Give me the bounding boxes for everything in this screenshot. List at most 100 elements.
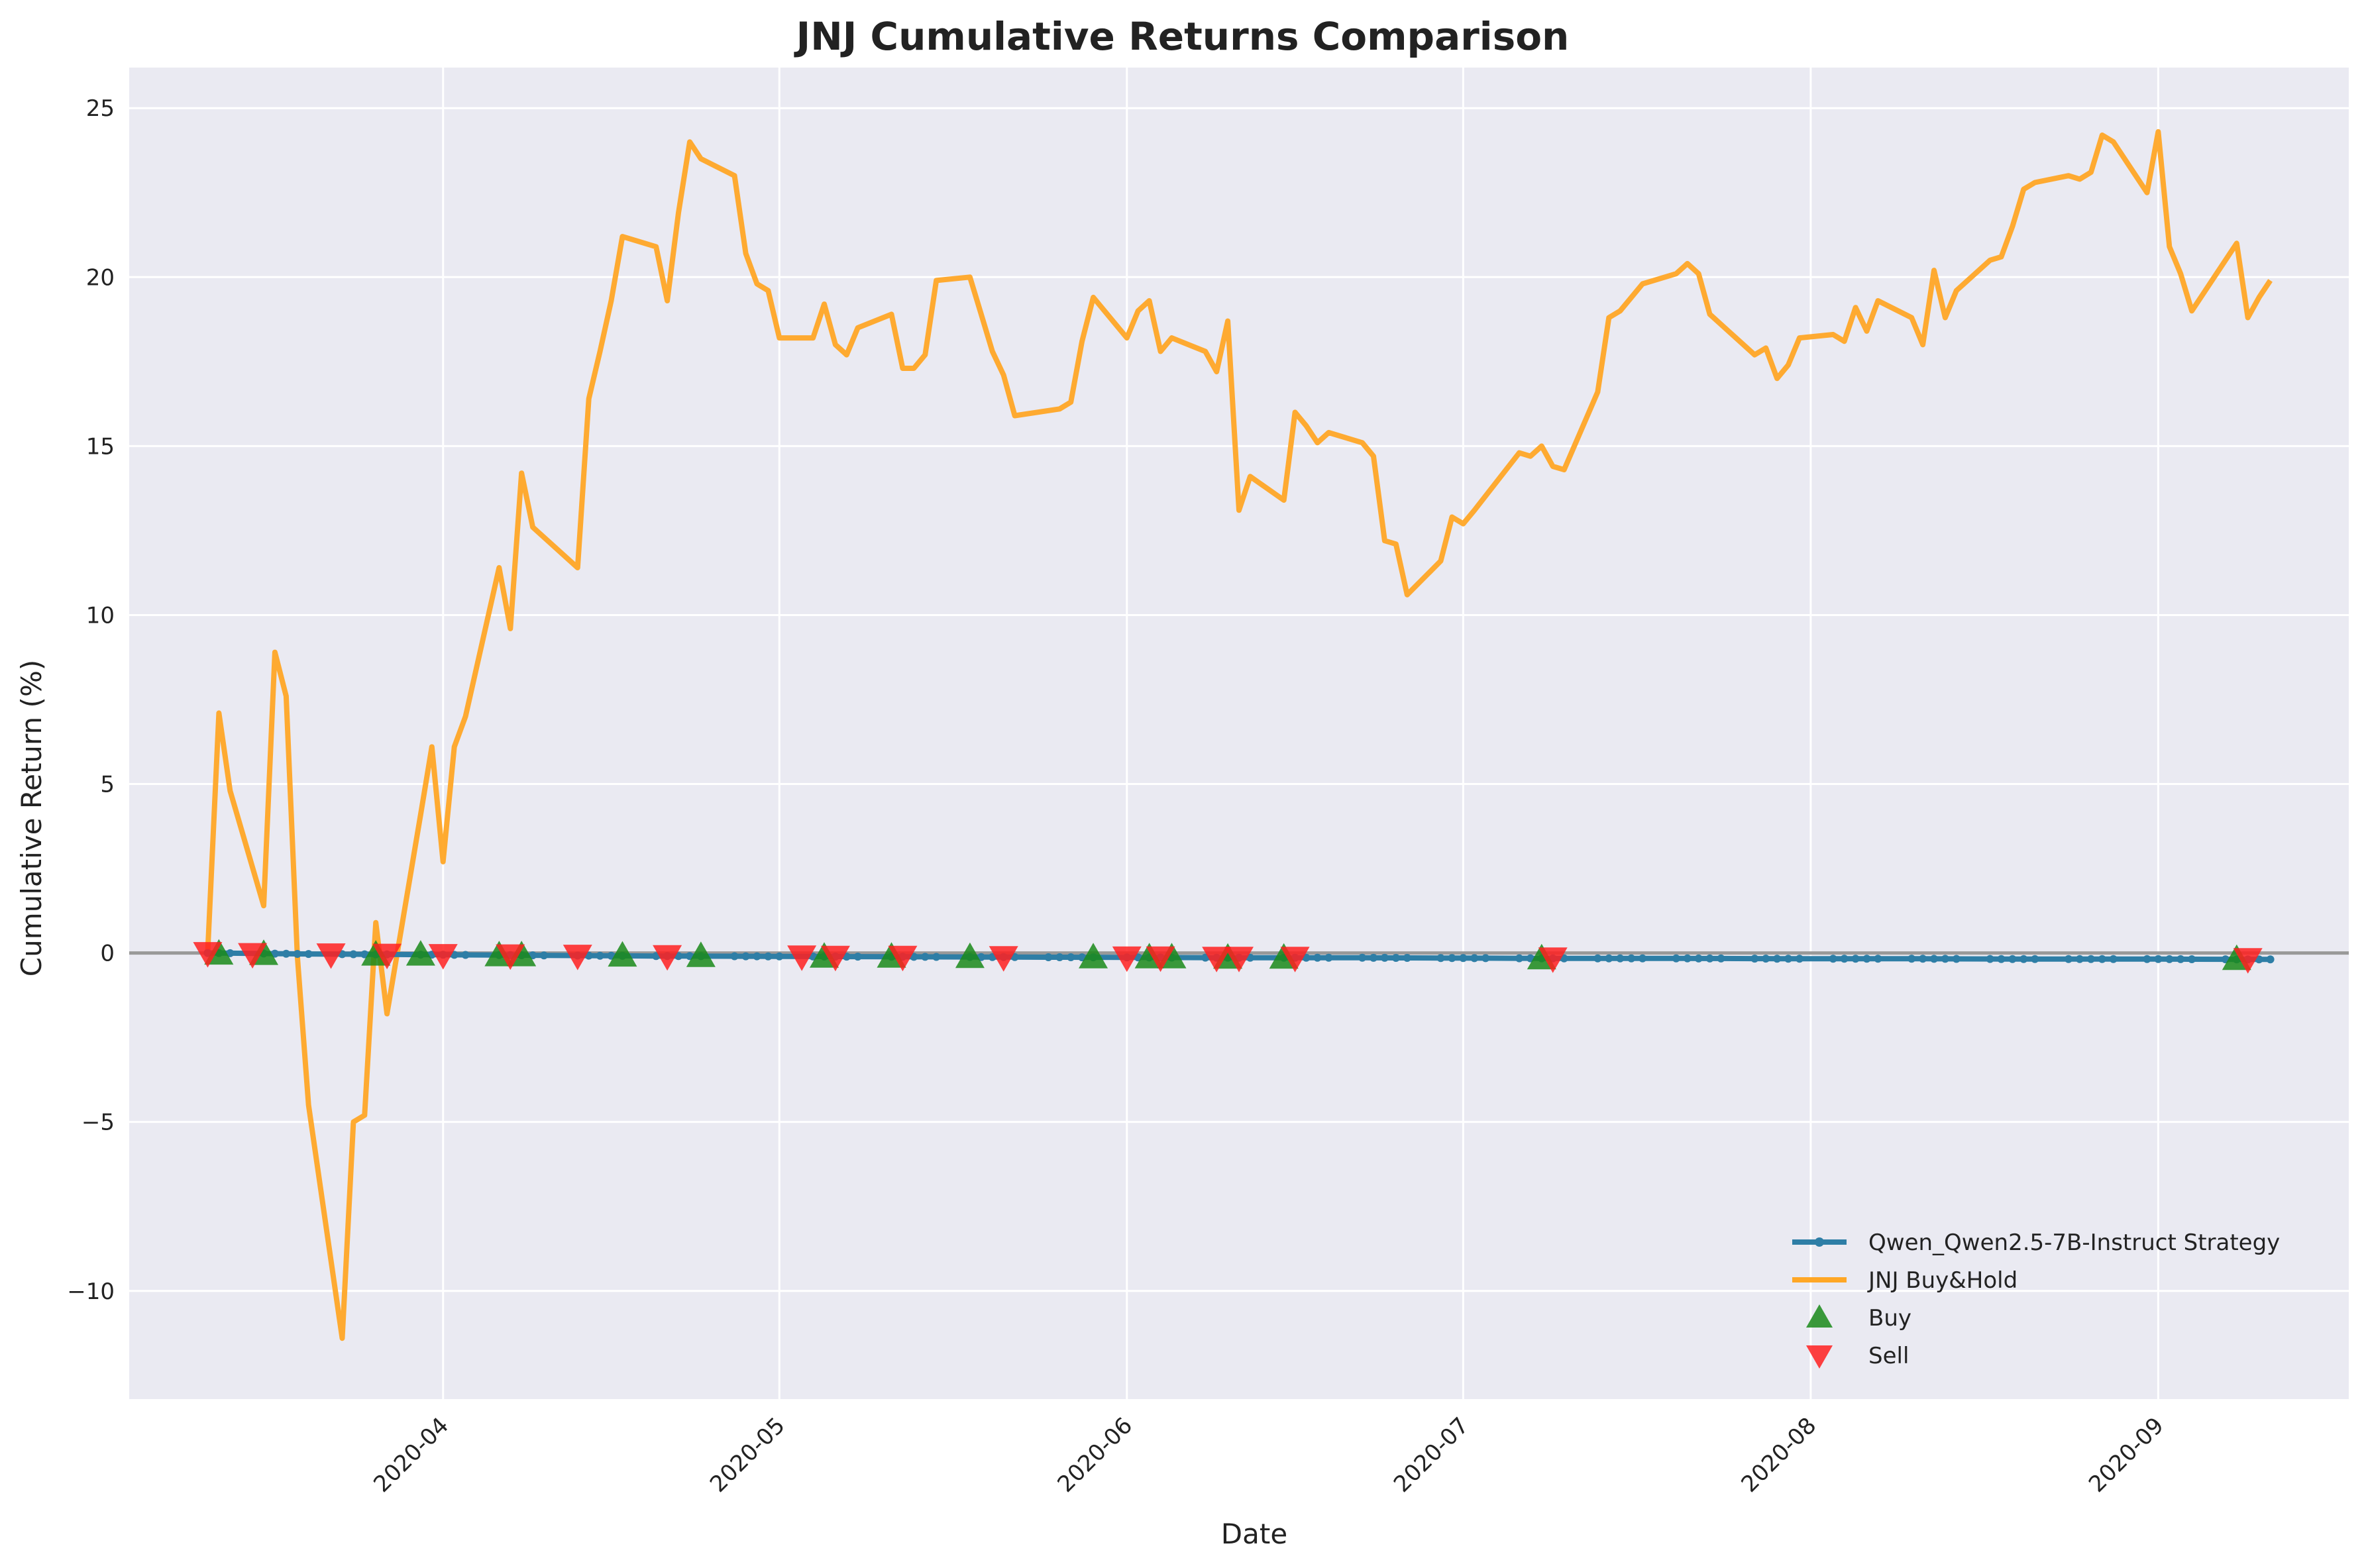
- x-tick-label: 2020-06: [1052, 1412, 1138, 1498]
- strategy-point: [1403, 954, 1411, 962]
- strategy-point: [1829, 955, 1837, 963]
- legend-label: Qwen_Qwen2.5-7B-Instruct Strategy: [1868, 1229, 2280, 1256]
- legend-swatch-dot: [1815, 1237, 1824, 1247]
- strategy-point: [540, 951, 548, 960]
- sell-marker: [1280, 947, 1310, 972]
- x-axis-ticks: 2020-04 2020-05 2020-06 2020-07 2020-08 2020-…: [368, 1412, 2169, 1498]
- strategy-point: [282, 949, 290, 958]
- strategy-point: [1358, 953, 1367, 962]
- strategy-point: [1952, 955, 1961, 963]
- series-line-buyhold: [205, 129, 2273, 1341]
- strategy-point: [349, 950, 358, 959]
- sell-marker: [1146, 946, 1175, 972]
- strategy-point: [1796, 955, 1803, 963]
- strategy-point: [1908, 955, 1916, 963]
- sell-marker: [653, 945, 682, 971]
- strategy-point: [1055, 953, 1064, 961]
- strategy-point: [226, 949, 235, 957]
- strategy-point: [2031, 955, 2039, 963]
- strategy-point: [1605, 954, 1613, 963]
- marker-layer: [193, 939, 2263, 974]
- x-tick-label: 2020-08: [1737, 1412, 1822, 1498]
- sell-marker: [428, 944, 458, 970]
- strategy-point: [1683, 954, 1692, 963]
- y-axis-label: Cumulative Return (%): [15, 660, 48, 976]
- plot-area: [129, 68, 2349, 1399]
- strategy-point: [1750, 955, 1759, 963]
- y-tick-label: 20: [86, 264, 115, 291]
- grid-lines: [129, 68, 2349, 1399]
- strategy-point: [293, 950, 301, 958]
- strategy-point: [2143, 955, 2151, 963]
- strategy-point: [2165, 955, 2174, 963]
- strategy-point: [461, 951, 470, 959]
- strategy-point: [1639, 954, 1647, 963]
- strategy-point: [1067, 953, 1075, 961]
- buy-marker: [405, 940, 435, 966]
- y-tick-label: −10: [67, 1279, 115, 1305]
- strategy-point: [2177, 955, 2185, 963]
- sell-marker: [193, 942, 223, 968]
- strategy-point: [1784, 955, 1792, 963]
- legend: Qwen_Qwen2.5-7B-Instruct Strategy JNJ Buy…: [1792, 1229, 2280, 1369]
- sell-marker: [989, 946, 1018, 972]
- strategy-point: [1313, 953, 1322, 962]
- sell-marker: [1202, 947, 1232, 972]
- y-tick-label: 10: [86, 602, 115, 629]
- strategy-point: [1694, 954, 1703, 963]
- strategy-point: [2065, 955, 2072, 963]
- strategy-point: [1627, 954, 1636, 963]
- strategy-point: [1380, 953, 1389, 962]
- strategy-point: [2188, 955, 2196, 963]
- strategy-point: [853, 953, 862, 961]
- x-axis-label: Date: [1221, 1518, 1287, 1550]
- strategy-point: [1672, 954, 1680, 963]
- strategy-point: [304, 950, 313, 959]
- legend-label: Buy: [1868, 1305, 1911, 1332]
- strategy-point: [1851, 955, 1860, 963]
- y-tick-label: 5: [100, 772, 115, 798]
- strategy-point: [1593, 954, 1602, 963]
- strategy-point: [1997, 955, 2006, 963]
- strategy-point: [1840, 955, 1849, 963]
- strategy-point: [1941, 955, 1949, 963]
- sell-marker: [1112, 946, 1142, 972]
- strategy-point: [730, 952, 739, 961]
- buy-marker: [686, 941, 716, 967]
- strategy-point: [1762, 955, 1770, 963]
- strategy-point: [775, 952, 784, 961]
- legend-swatch: [1806, 1345, 1833, 1369]
- legend-label: JNJ Buy&Hold: [1867, 1267, 2017, 1294]
- sell-marker: [820, 945, 850, 972]
- strategy-point: [1616, 954, 1625, 963]
- strategy-point: [932, 953, 941, 961]
- strategy-point: [1919, 955, 1927, 963]
- sell-marker: [316, 943, 346, 969]
- x-tick-label: 2020-04: [368, 1412, 454, 1498]
- strategy-point: [1862, 955, 1871, 963]
- sell-marker: [563, 945, 592, 970]
- strategy-point: [2086, 955, 2095, 963]
- sell-marker: [496, 944, 525, 970]
- strategy-point: [1874, 955, 1882, 963]
- strategy-point: [1986, 955, 1994, 963]
- strategy-point: [596, 951, 604, 960]
- buy-marker: [955, 942, 985, 968]
- y-axis-ticks: −10 −5 0 5 10 15 20 25: [67, 95, 115, 1305]
- sell-marker: [1538, 947, 1568, 973]
- strategy-point: [741, 952, 750, 961]
- sell-marker: [372, 943, 402, 970]
- strategy-point: [2019, 955, 2028, 963]
- strategy-point: [1391, 954, 1400, 962]
- legend-swatch: [1806, 1304, 1833, 1328]
- x-tick-label: 2020-07: [1389, 1412, 1474, 1498]
- y-tick-label: 15: [86, 433, 115, 460]
- strategy-point: [2098, 955, 2106, 963]
- strategy-point: [1515, 954, 1523, 963]
- strategy-point: [1705, 954, 1714, 963]
- strategy-point: [1459, 954, 1468, 963]
- sell-marker: [1224, 947, 1254, 972]
- chart-title: JNJ Cumulative Returns Comparison: [794, 14, 1570, 59]
- buy-marker: [1079, 943, 1108, 968]
